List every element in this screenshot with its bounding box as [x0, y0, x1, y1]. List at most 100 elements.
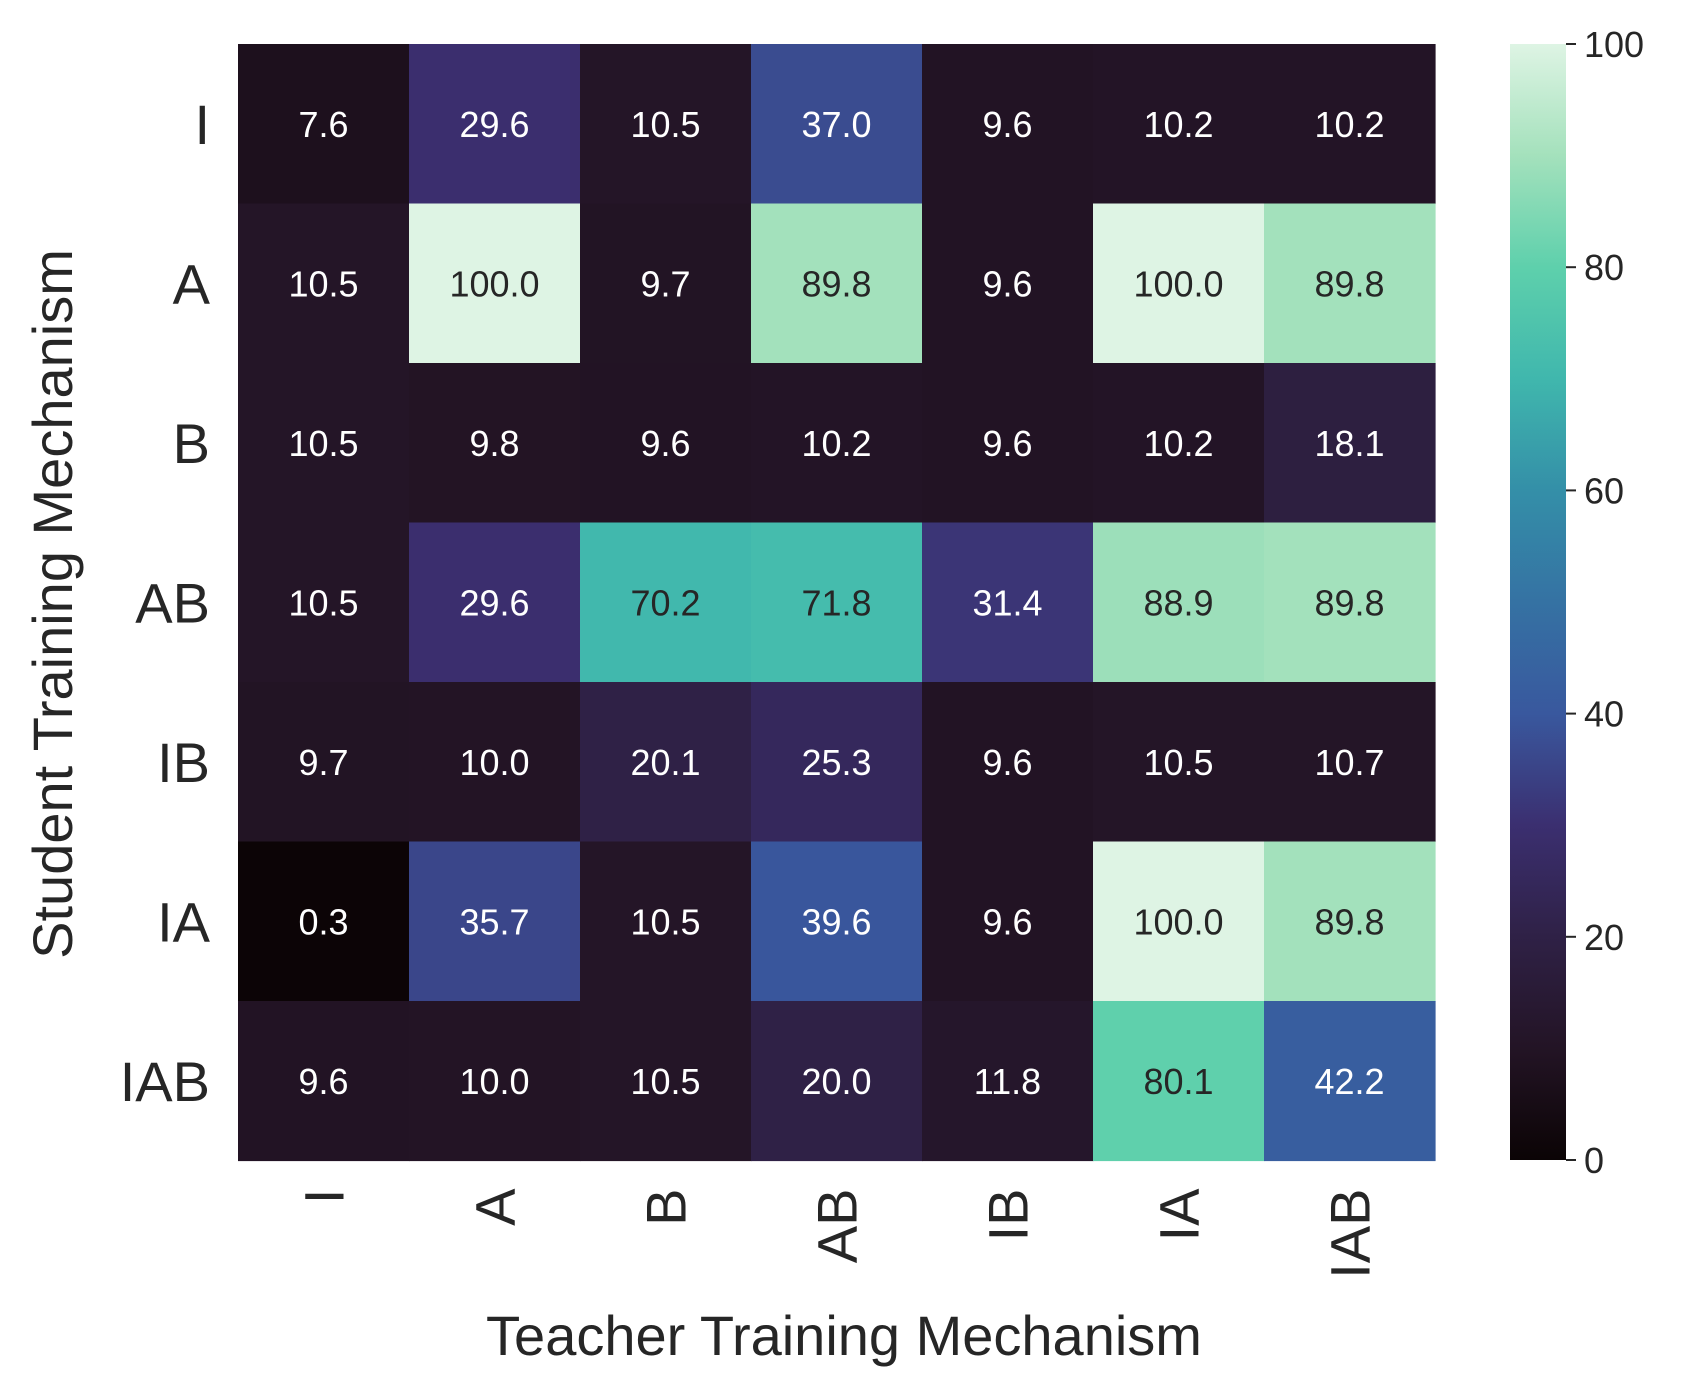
cell-value-label: 10.2	[1143, 104, 1213, 145]
cell-value-label: 89.8	[1314, 582, 1384, 623]
colorbar-tick-label: 20	[1584, 917, 1624, 958]
heatmap-cell	[751, 44, 923, 205]
y-tick-label: IAB	[120, 1050, 210, 1113]
cell-value-label: 25.3	[801, 742, 871, 783]
x-axis-title: Teacher Training Mechanism	[486, 1304, 1202, 1367]
cell-value-label: 9.6	[982, 901, 1032, 942]
cell-value-label: 42.2	[1314, 1061, 1384, 1102]
cell-value-label: 100.0	[449, 263, 539, 304]
cell-value-label: 11.8	[974, 1061, 1041, 1102]
heatmap-cell	[1264, 203, 1436, 364]
cell-value-label: 10.5	[288, 582, 358, 623]
x-tick-label: AB	[806, 1189, 869, 1264]
heatmap-cell	[238, 44, 410, 205]
heatmap-cell	[580, 841, 752, 1002]
cell-value-label: 18.1	[1314, 423, 1384, 464]
heatmap-cell	[238, 522, 410, 683]
cell-value-label: 70.2	[630, 582, 700, 623]
cell-value-label: 10.2	[1314, 104, 1384, 145]
heatmap-cell	[922, 363, 1094, 524]
cell-value-label: 100.0	[1133, 263, 1223, 304]
cell-value-label: 10.5	[630, 104, 700, 145]
cell-value-label: 9.7	[640, 263, 690, 304]
cell-value-label: 89.8	[801, 263, 871, 304]
colorbar-tick-label: 60	[1584, 470, 1624, 511]
cell-value-label: 100.0	[1133, 901, 1223, 942]
x-tick-label: B	[635, 1189, 698, 1226]
heatmap-cell	[751, 203, 923, 364]
y-axis-title: Student Training Mechanism	[21, 249, 84, 959]
heatmap-cell	[580, 44, 752, 205]
heatmap-cell	[409, 203, 581, 364]
cell-value-label: 10.5	[288, 263, 358, 304]
cell-value-label: 9.6	[640, 423, 690, 464]
heatmap-cell	[1093, 203, 1265, 364]
cell-value-label: 80.1	[1143, 1061, 1213, 1102]
y-tick-label: I	[194, 93, 210, 156]
colorbar-tick-label: 100	[1584, 24, 1644, 65]
heatmap-cell	[922, 203, 1094, 364]
heatmap-cell	[751, 841, 923, 1002]
heatmap-cell	[1093, 841, 1265, 1002]
cell-value-label: 37.0	[801, 104, 871, 145]
cell-value-label: 20.1	[630, 742, 700, 783]
heatmap-cell	[751, 363, 923, 524]
colorbar-tick-label: 0	[1584, 1140, 1604, 1181]
heatmap-cell	[1093, 363, 1265, 524]
heatmap-cell	[409, 841, 581, 1002]
heatmap-cell	[409, 363, 581, 524]
colorbar-tick-label: 40	[1584, 694, 1624, 735]
cell-value-label: 9.6	[982, 104, 1032, 145]
cell-value-label: 0.3	[298, 901, 348, 942]
cell-value-label: 31.4	[972, 582, 1042, 623]
heatmap-cells	[238, 44, 1436, 1162]
heatmap-cell	[1264, 682, 1436, 843]
cell-value-label: 10.7	[1314, 742, 1384, 783]
heatmap-cell	[922, 44, 1094, 205]
cell-value-label: 9.6	[982, 742, 1032, 783]
heatmap-cell	[580, 203, 752, 364]
colorbar-ticks: 0 20 40 60 80 100	[1566, 24, 1644, 1181]
heatmap-cell	[1264, 522, 1436, 683]
heatmap-cell	[238, 1001, 410, 1162]
x-tick-label: IAB	[1319, 1189, 1382, 1279]
cell-value-label: 10.2	[801, 423, 871, 464]
cell-value-label: 9.6	[982, 263, 1032, 304]
heatmap-cell	[238, 203, 410, 364]
cell-value-label: 9.6	[982, 423, 1032, 464]
cell-value-label: 89.8	[1314, 901, 1384, 942]
heatmap-cell	[922, 682, 1094, 843]
cell-value-label: 71.8	[801, 582, 871, 623]
y-tick-label: A	[173, 252, 211, 315]
y-tick-label: AB	[135, 571, 210, 634]
colorbar-tick-label: 80	[1584, 247, 1624, 288]
heatmap-cell	[409, 522, 581, 683]
cell-value-label: 7.6	[298, 104, 348, 145]
cell-value-label: 10.2	[1143, 423, 1213, 464]
cell-value-label: 9.7	[298, 742, 348, 783]
cell-value-label: 10.5	[630, 1061, 700, 1102]
heatmap-cell	[238, 363, 410, 524]
cell-value-label: 10.5	[288, 423, 358, 464]
cell-value-label: 29.6	[459, 582, 529, 623]
heatmap-cell	[922, 1001, 1094, 1162]
heatmap-cell	[1093, 522, 1265, 683]
cell-value-label: 39.6	[801, 901, 871, 942]
cell-value-label: 29.6	[459, 104, 529, 145]
heatmap-cell	[1093, 682, 1265, 843]
heatmap-cell	[1093, 44, 1265, 205]
cell-value-label: 9.6	[298, 1061, 348, 1102]
heatmap-cell-labels: 7.6 29.6 10.5 37.0 9.6 10.2 10.2 10.5 100.0 9.7 89…	[288, 104, 1384, 1102]
heatmap-cell	[580, 522, 752, 683]
cell-value-label: 10.0	[459, 742, 529, 783]
heatmap-cell	[1264, 363, 1436, 524]
heatmap-cell	[751, 1001, 923, 1162]
heatmap-cell	[580, 682, 752, 843]
cell-value-label: 35.7	[459, 901, 529, 942]
heatmap-cell	[1264, 44, 1436, 205]
x-tick-labels: I A B AB IB IA IAB	[293, 1188, 1382, 1279]
y-tick-label: IB	[157, 731, 210, 794]
y-tick-label: IA	[157, 890, 211, 953]
